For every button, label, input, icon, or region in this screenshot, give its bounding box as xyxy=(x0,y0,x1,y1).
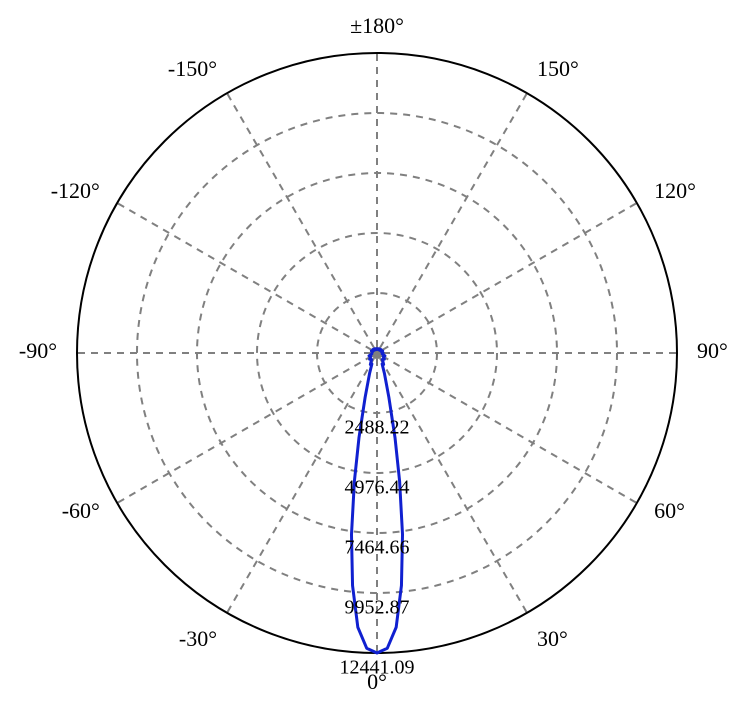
angle-label: -90° xyxy=(19,338,57,363)
polar-chart: 2488.224976.447464.669952.8712441.090°30… xyxy=(0,0,754,706)
angle-label: -60° xyxy=(62,498,100,523)
angle-label: 60° xyxy=(654,498,685,523)
angle-label: 120° xyxy=(654,178,696,203)
angle-label: 90° xyxy=(697,338,728,363)
angle-label: 0° xyxy=(367,669,387,694)
angle-label: -30° xyxy=(179,626,217,651)
angle-label: -120° xyxy=(51,178,100,203)
angle-label: 30° xyxy=(537,626,568,651)
ring-label: 7464.66 xyxy=(345,537,410,559)
ring-label: 4976.44 xyxy=(345,477,410,499)
angle-label: 150° xyxy=(537,56,579,81)
ring-label: 9952.87 xyxy=(345,597,410,619)
angle-label: ±180° xyxy=(350,13,404,38)
angle-label: -150° xyxy=(168,56,217,81)
ring-label: 2488.22 xyxy=(345,417,410,439)
